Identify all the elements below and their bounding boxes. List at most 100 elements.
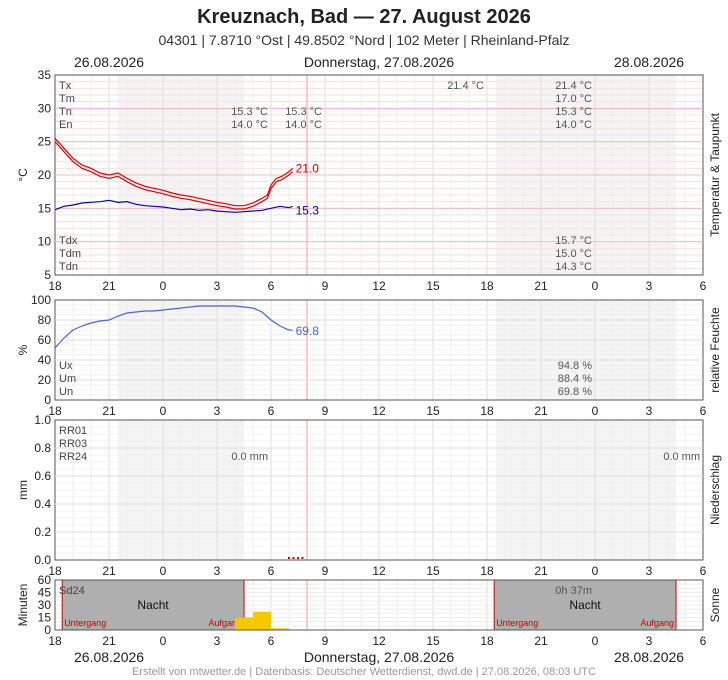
x-tick-label: 12 — [372, 564, 386, 578]
x-tick-label: 21 — [102, 404, 116, 418]
x-tick-label: 3 — [214, 564, 221, 578]
night-band — [62, 580, 245, 630]
precip-mark — [297, 557, 299, 559]
stat-value: 14.3 °C — [555, 261, 592, 273]
x-tick-label: 18 — [48, 634, 62, 648]
y-tick-label: 0.4 — [34, 497, 51, 511]
y-tick-label: 100 — [31, 293, 51, 307]
dewpoint-line — [54, 199, 293, 213]
x-tick-label: 21 — [102, 634, 116, 648]
chart-title: Kreuznach, Bad — 27. August 2026 — [197, 6, 531, 28]
x-tick-label: 6 — [700, 404, 707, 418]
y-tick-label: 0.0 — [34, 553, 51, 567]
y-tick-label: 40 — [38, 353, 52, 367]
sun-label: Sd24 — [59, 585, 85, 597]
x-tick-label: 0 — [592, 634, 599, 648]
y-tick-label: 0.2 — [34, 525, 51, 539]
sunshine-bar — [271, 628, 289, 630]
x-tick-label: 0 — [592, 404, 599, 418]
x-tick-label: 15 — [426, 279, 440, 293]
y-tick-label: 1.0 — [34, 413, 51, 427]
stat-value: 14.0 °C — [285, 119, 322, 131]
x-tick-label: 21 — [102, 279, 116, 293]
x-tick-label: 21 — [534, 279, 548, 293]
stat-label: En — [59, 119, 72, 131]
x-tick-label: 18 — [48, 404, 62, 418]
x-tick-label: 6 — [700, 564, 707, 578]
precip-label: RR24 — [59, 451, 87, 463]
x-tick-label: 3 — [646, 634, 653, 648]
x-tick-label: 21 — [534, 634, 548, 648]
stat-value: 21.4 °C — [447, 80, 484, 92]
panel-border — [54, 419, 704, 561]
stat-value: 88.4 % — [558, 373, 592, 385]
x-tick-label: 3 — [214, 404, 221, 418]
y-tick-label: 35 — [38, 68, 52, 82]
x-tick-label: 3 — [646, 279, 653, 293]
stat-value: 14.0 °C — [231, 119, 268, 131]
stat-label: Tm — [59, 93, 75, 105]
y-tick-label: 0.6 — [34, 469, 51, 483]
precip-label: RR03 — [59, 438, 87, 450]
x-tick-label: 6 — [268, 279, 275, 293]
stat-value: 21.4 °C — [555, 80, 592, 92]
stat-value: 69.8 % — [558, 386, 592, 398]
sunshine-bar — [235, 617, 253, 630]
stat-value: 15.3 °C — [285, 106, 322, 118]
side-label: relative Feuchte — [708, 307, 722, 393]
date-center-top: Donnerstag, 27.08.2026 — [303, 54, 455, 70]
panel-border — [54, 579, 704, 631]
precip-mark — [288, 557, 290, 559]
stat-value: 94.8 % — [558, 360, 592, 372]
x-tick-label: 0 — [592, 279, 599, 293]
x-tick-label: 21 — [102, 564, 116, 578]
x-tick-label: 9 — [322, 564, 329, 578]
x-tick-label: 0 — [592, 564, 599, 578]
stat-label: Tdx — [59, 235, 78, 247]
night-label: Nacht — [137, 598, 169, 612]
precip-mark — [301, 557, 304, 559]
stat-value: 15.3 °C — [231, 106, 268, 118]
x-tick-label: 18 — [48, 279, 62, 293]
temperature-current-label: 21.0 — [296, 161, 320, 175]
night-label: Nacht — [569, 598, 601, 612]
dewpoint-current-label: 15.3 — [296, 203, 320, 217]
x-tick-label: 9 — [322, 404, 329, 418]
temperature-line — [54, 137, 294, 207]
precip-label: RR01 — [59, 425, 87, 437]
stat-label: Tx — [59, 80, 72, 92]
x-tick-label: 3 — [646, 404, 653, 418]
x-tick-label: 9 — [322, 279, 329, 293]
x-tick-label: 12 — [372, 634, 386, 648]
sunrise-label: Aufgang — [640, 618, 674, 628]
y-tick-label: 5 — [44, 268, 51, 282]
x-tick-label: 6 — [268, 634, 275, 648]
footer-credits: Erstellt von mtwetter.de | Datenbasis: D… — [131, 666, 597, 678]
side-label: Niederschlag — [708, 455, 722, 525]
x-tick-label: 3 — [214, 634, 221, 648]
x-tick-label: 9 — [322, 634, 329, 648]
x-tick-label: 3 — [214, 279, 221, 293]
stat-label: Um — [59, 373, 76, 385]
stat-label: Ux — [59, 360, 73, 372]
x-tick-label: 0 — [160, 404, 167, 418]
stat-value: 15.3 °C — [555, 106, 592, 118]
precip-value: 0.0 mm — [231, 451, 268, 463]
precip-value: 0.0 mm — [663, 451, 700, 463]
side-label: Temperatur & Taupunkt — [708, 112, 722, 237]
stat-value: 15.0 °C — [555, 248, 592, 260]
y-tick-label: 60 — [38, 333, 52, 347]
x-tick-label: 21 — [534, 564, 548, 578]
x-tick-label: 18 — [480, 279, 494, 293]
sunset-label: Untergang — [496, 618, 538, 628]
y-tick-label: 0 — [44, 393, 51, 407]
x-tick-label: 18 — [480, 564, 494, 578]
x-tick-label: 18 — [48, 564, 62, 578]
y-axis-label: mm — [16, 480, 30, 500]
stat-value: 14.0 °C — [555, 119, 592, 131]
date-right-top: 28.08.2026 — [614, 54, 685, 70]
x-tick-label: 15 — [426, 564, 440, 578]
stat-label: Tdm — [59, 248, 81, 260]
y-tick-label: 45 — [38, 586, 52, 600]
